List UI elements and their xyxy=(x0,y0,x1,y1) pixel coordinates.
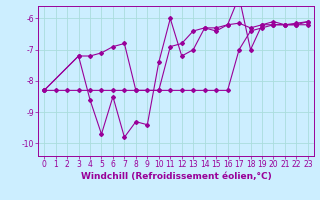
X-axis label: Windchill (Refroidissement éolien,°C): Windchill (Refroidissement éolien,°C) xyxy=(81,172,271,181)
